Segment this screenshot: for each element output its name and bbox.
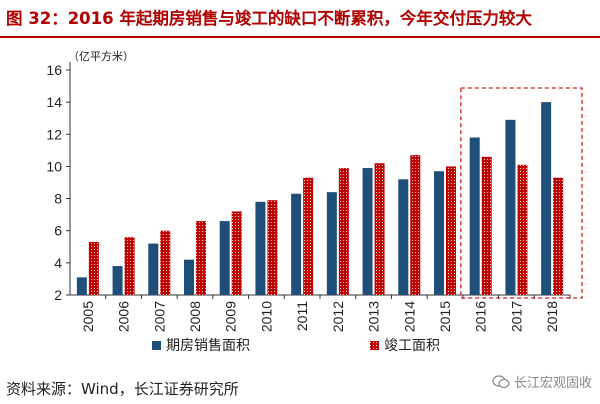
- bar-presale-2010: [255, 201, 266, 295]
- bar-chart: （亿平方米） 2 4 6 8 10 12 14 16 2005 2006 2007 2008 2009 20…: [46, 49, 583, 354]
- highlight-box: [460, 87, 583, 299]
- bar-completion-2017: [517, 164, 528, 295]
- bar-presale-2011: [291, 193, 302, 295]
- x-tick-label: 2010: [258, 301, 274, 332]
- bar-completion-2016: [481, 156, 492, 295]
- figure-title: 图 32：2016 年起期房销售与竣工的缺口不断累积，今年交付压力较大: [6, 9, 532, 28]
- x-tick-label: 2009: [223, 301, 239, 332]
- bar-completion-2006: [124, 237, 135, 295]
- bar-presale-2017: [505, 119, 516, 295]
- bar-completion-2012: [338, 168, 349, 295]
- x-tick-label: 2017: [508, 301, 524, 332]
- x-tick-label: 2015: [437, 301, 453, 332]
- x-tick-label: 2016: [473, 301, 489, 332]
- x-tick-label: 2012: [330, 301, 346, 332]
- bar-completion-2013: [374, 163, 385, 295]
- y-tick-label: 16: [46, 62, 62, 78]
- y-tick-label: 8: [54, 191, 62, 207]
- legend-label-completion: 竣工面积: [384, 338, 440, 354]
- bar-completion-2008: [196, 221, 206, 295]
- y-axis-label: （亿平方米）: [68, 49, 134, 63]
- y-tick-label: 4: [54, 255, 62, 271]
- x-tick-label: 2014: [401, 301, 417, 332]
- x-tick-label: 2018: [544, 301, 560, 332]
- y-tick-label: 12: [46, 126, 62, 142]
- x-tick-label: 2008: [187, 301, 203, 332]
- bar-presale-2009: [219, 221, 230, 295]
- watermark: 长江宏观固收: [492, 372, 592, 391]
- bar-completion-2007: [160, 230, 171, 295]
- bar-presale-2012: [326, 192, 337, 295]
- y-tick-label: 14: [46, 94, 62, 110]
- wechat-icon: [492, 374, 510, 388]
- x-tick-label: 2013: [366, 301, 382, 332]
- title-rule: [0, 36, 600, 38]
- legend-swatch-presale: [152, 341, 161, 350]
- source-note: 资料来源：Wind，长江证券研究所: [6, 380, 239, 398]
- bar-presale-2013: [362, 168, 373, 295]
- bar-presale-2015: [434, 171, 444, 295]
- legend-label-presale: 期房销售面积: [166, 338, 250, 354]
- bar-presale-2016: [469, 137, 480, 295]
- bar-completion-2005: [88, 241, 99, 295]
- watermark-text: 长江宏观固收: [513, 376, 592, 391]
- bar-presale-2005: [76, 277, 87, 295]
- bar-completion-2015: [446, 166, 456, 295]
- bar-completion-2010: [267, 200, 278, 295]
- bar-presale-2018: [541, 102, 552, 296]
- y-tick-label: 2: [54, 287, 62, 303]
- bar-presale-2006: [112, 266, 123, 295]
- bar-completion-2011: [303, 177, 314, 295]
- y-tick-label: 6: [54, 223, 62, 239]
- x-tick-label: 2006: [116, 301, 132, 332]
- bar-completion-2009: [231, 211, 242, 295]
- y-tick-label: 10: [46, 158, 62, 174]
- bar-presale-2008: [184, 259, 194, 295]
- bar-completion-2018: [553, 177, 564, 295]
- x-tick-label: 2005: [80, 301, 96, 332]
- bar-presale-2014: [398, 179, 409, 295]
- bar-completion-2014: [410, 155, 421, 295]
- x-tick-label: 2007: [151, 301, 167, 332]
- bar-presale-2007: [148, 243, 159, 295]
- x-tick-label: 2011: [294, 301, 310, 331]
- legend-swatch-completion: [370, 341, 379, 350]
